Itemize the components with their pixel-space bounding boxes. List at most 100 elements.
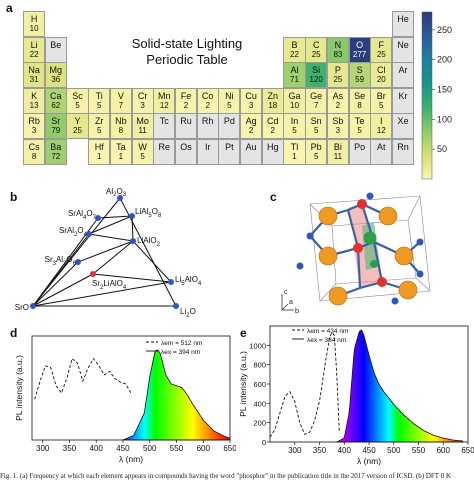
y-tick-label: 0 — [262, 438, 266, 447]
unit-cell-edge — [309, 203, 321, 302]
element-symbol: Ag — [245, 116, 257, 126]
phase-label-part: Li — [180, 307, 186, 316]
element-cell-ge: Ge 7 — [305, 87, 328, 114]
axis-c-label: c — [284, 289, 288, 296]
element-cell-ne: Ne — [391, 36, 415, 63]
phase-label-part: AlO — [185, 275, 198, 284]
phase-point — [95, 215, 101, 221]
x-axis-label: λ (nm) — [119, 454, 143, 464]
element-symbol: B — [291, 39, 298, 50]
phase-label-part: 5 — [181, 281, 185, 287]
y-tick-label: 800 — [253, 361, 266, 370]
x-tick-label: 600 — [437, 446, 451, 455]
phase-label-part: 2 — [186, 313, 190, 319]
element-count: 2 — [335, 100, 341, 110]
phase-label-part: 2 — [74, 232, 78, 238]
tie-line — [97, 215, 133, 219]
tie-line — [88, 233, 134, 242]
element-count: 59 — [355, 75, 365, 84]
element-cell-ca: Ca 62 — [44, 87, 67, 114]
y-tick-label: 200 — [253, 419, 266, 428]
element-symbol: Ir — [204, 141, 211, 152]
element-symbol: K — [31, 90, 38, 101]
bond — [372, 241, 384, 283]
phase-label-part: LiAlO — [137, 236, 157, 245]
colorbar-tick-label: 50 — [437, 144, 447, 154]
element-count: 5 — [379, 100, 384, 110]
element-cell-p: P 25 — [326, 62, 349, 88]
element-cell-tc: Tc — [153, 113, 176, 139]
element-symbol: Po — [354, 141, 366, 152]
element-symbol: Na — [28, 65, 40, 75]
element-symbol: Al — [290, 65, 299, 75]
element-cell-tl: Tl 1 — [283, 138, 306, 165]
x-tick-label: 600 — [197, 444, 211, 453]
phase-label-part: LiAlO — [103, 279, 123, 288]
element-cell-he: He — [391, 11, 415, 37]
x-tick-label: 650 — [461, 446, 474, 455]
element-count: 8 — [357, 100, 362, 110]
panel-c-letter: c — [270, 190, 277, 204]
element-count: 22 — [290, 49, 299, 59]
chart-e: 300 350 400 450 500 550 600 650 0 200 400 600 800 100… — [238, 325, 474, 466]
tie-line — [88, 215, 133, 235]
x-tick-label: 350 — [63, 444, 77, 453]
tie-line — [32, 261, 79, 307]
element-symbol: Cu — [245, 90, 257, 101]
x-tick-label: 350 — [313, 446, 327, 455]
x-tick-label: 450 — [116, 444, 130, 453]
element-count: 3 — [31, 126, 37, 135]
element-cell-mo: Mo 11 — [131, 113, 154, 139]
element-cell-rb: Rb 3 — [23, 113, 46, 139]
element-cell-nb: Nb 8 — [109, 113, 132, 139]
element-symbol: Rb — [28, 116, 40, 126]
element-cell-sb: Sb 3 — [326, 113, 349, 139]
unit-cell-edge — [319, 283, 337, 302]
tie-line — [77, 240, 134, 263]
phase-label-part: 7 — [93, 215, 97, 221]
element-symbol: Pt — [225, 141, 234, 152]
element-count: 62 — [51, 100, 61, 110]
element-count: 5 — [292, 126, 297, 135]
element-symbol: Tc — [159, 116, 169, 126]
element-count: 79 — [51, 126, 61, 135]
element-symbol: In — [290, 116, 299, 126]
phase-label: Li2O — [180, 307, 196, 319]
phase-point — [30, 303, 36, 309]
element-cell-rn: Rn — [391, 138, 415, 165]
sr-atom — [328, 286, 348, 306]
phase-point — [117, 195, 123, 201]
figure-caption: Fig. 1. (a) Frequency at which each elem… — [0, 472, 451, 480]
element-cell-ta: Ta 1 — [109, 138, 132, 165]
element-cell-pd: Pd — [218, 113, 241, 139]
element-cell-c: C 25 — [305, 36, 328, 63]
tie-line — [131, 215, 134, 242]
element-symbol: O — [356, 39, 364, 50]
y-tick-label: 600 — [253, 380, 266, 389]
oxygen-atom — [296, 262, 304, 270]
element-cell-te: Te 5 — [348, 113, 371, 139]
sr-atom — [378, 206, 398, 226]
phase-point — [173, 303, 179, 309]
element-count: 25 — [311, 49, 321, 59]
element-symbol: H — [30, 14, 38, 24]
element-symbol: Fe — [180, 90, 192, 101]
element-count: 5 — [96, 126, 102, 135]
element-cell-in: In 5 — [283, 113, 306, 139]
phase-diagram: Al2O3SrAl4O7LiAl5O8SrAl2O4LiAlO2Sr3Al2O6… — [15, 187, 202, 319]
element-count: 5 — [313, 151, 319, 161]
element-symbol: I — [380, 116, 383, 126]
element-count: 36 — [51, 75, 61, 84]
element-count: 20 — [376, 75, 386, 84]
element-cell-ba: Ba 72 — [44, 138, 67, 165]
phase-label: SrAl2O4 — [59, 226, 88, 238]
phase-label-part: 2 — [63, 261, 67, 267]
title-line-2: Periodic Table — [146, 52, 228, 67]
phase-point — [90, 271, 96, 277]
element-symbol: Ba — [50, 141, 62, 152]
tie-line — [32, 281, 172, 307]
element-count: 5 — [357, 126, 362, 135]
sr-atom — [318, 246, 338, 266]
element-cell-as: As 2 — [326, 87, 349, 114]
element-symbol: Ge — [310, 90, 323, 101]
